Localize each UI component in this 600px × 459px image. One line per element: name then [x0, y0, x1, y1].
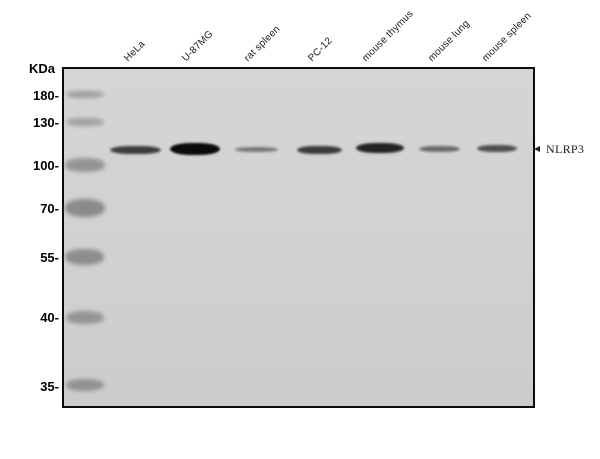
sample-band [297, 146, 342, 154]
ladder-band [65, 199, 105, 217]
ladder-band [66, 311, 104, 324]
ladder-band [66, 118, 104, 126]
sample-band [235, 147, 278, 152]
marker-label: 100- [32, 158, 59, 173]
target-protein-label: NLRP3 [546, 142, 585, 156]
band-pointer-arrow-icon [534, 146, 540, 152]
sample-band [477, 145, 517, 152]
gel-panel [62, 67, 535, 408]
lane-label: mouse thymus [360, 8, 416, 64]
ladder-band [66, 379, 104, 391]
marker-label: 180- [32, 88, 59, 103]
sample-band [110, 146, 161, 154]
marker-label: 130- [32, 115, 59, 130]
marker-label: 35- [40, 379, 59, 394]
marker-label: 55- [40, 250, 59, 265]
marker-label: 40- [40, 310, 59, 325]
sample-band [170, 143, 220, 155]
lane-label: PC-12 [306, 35, 335, 64]
ladder-band [65, 158, 105, 172]
lane-label: HeLa [122, 38, 148, 64]
sample-band [419, 146, 460, 152]
lane-label: U-87MG [180, 28, 216, 64]
ladder-band [66, 91, 104, 98]
sample-band [356, 143, 404, 153]
lane-label: rat spleen [242, 23, 283, 64]
marker-label: 70- [40, 201, 59, 216]
lane-label: mouse spleen [480, 10, 534, 64]
lane-label: mouse lung [426, 18, 472, 64]
ladder-band [65, 249, 104, 265]
kda-unit-label: KDa [28, 61, 55, 76]
